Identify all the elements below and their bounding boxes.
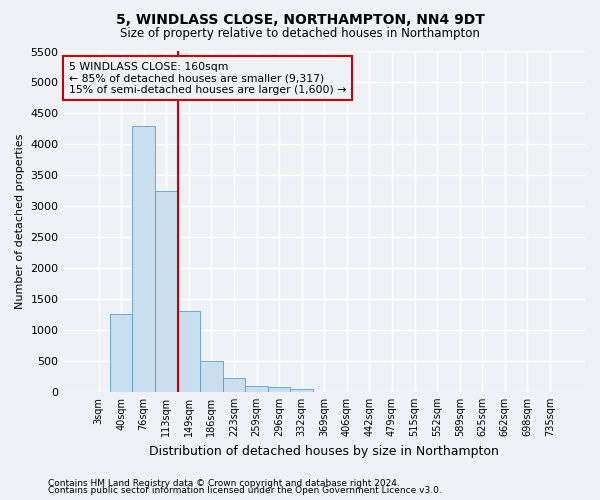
X-axis label: Distribution of detached houses by size in Northampton: Distribution of detached houses by size … <box>149 444 499 458</box>
Bar <box>223 378 245 392</box>
Bar <box>178 312 200 392</box>
Bar <box>200 361 223 392</box>
Text: Size of property relative to detached houses in Northampton: Size of property relative to detached ho… <box>120 28 480 40</box>
Text: 5 WINDLASS CLOSE: 160sqm
← 85% of detached houses are smaller (9,317)
15% of sem: 5 WINDLASS CLOSE: 160sqm ← 85% of detach… <box>69 62 346 95</box>
Text: Contains HM Land Registry data © Crown copyright and database right 2024.: Contains HM Land Registry data © Crown c… <box>48 478 400 488</box>
Text: 5, WINDLASS CLOSE, NORTHAMPTON, NN4 9DT: 5, WINDLASS CLOSE, NORTHAMPTON, NN4 9DT <box>116 12 484 26</box>
Bar <box>133 126 155 392</box>
Bar <box>110 314 133 392</box>
Bar <box>268 388 290 392</box>
Text: Contains public sector information licensed under the Open Government Licence v3: Contains public sector information licen… <box>48 486 442 495</box>
Bar <box>290 388 313 392</box>
Bar <box>155 190 178 392</box>
Bar <box>245 386 268 392</box>
Y-axis label: Number of detached properties: Number of detached properties <box>15 134 25 310</box>
